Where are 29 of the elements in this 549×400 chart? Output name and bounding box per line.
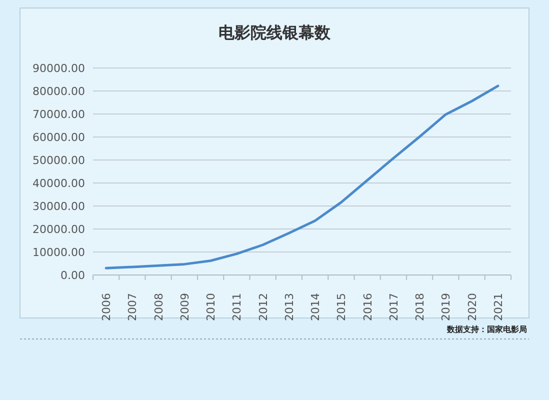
y-tick-label: 0.00 [60, 269, 85, 282]
x-tick-label: 2019 [440, 293, 453, 321]
y-tick-label: 40000.00 [32, 177, 85, 190]
y-tick-label: 80000.00 [32, 85, 85, 98]
y-tick-label: 70000.00 [32, 108, 85, 121]
x-tick-label: 2010 [204, 293, 218, 321]
x-tick-label: 2015 [335, 293, 348, 321]
y-tick-label: 60000.00 [32, 131, 85, 144]
chart-title: 电影院线银幕数 [218, 23, 332, 42]
x-tick-label: 2016 [361, 293, 374, 321]
x-tick-label: 2017 [387, 293, 400, 321]
x-tick-label: 2009 [178, 293, 192, 321]
x-tick-label: 2014 [309, 293, 322, 321]
text: 数据支持：国家电影局 [446, 324, 527, 334]
x-tick-label: 2013 [282, 293, 296, 321]
line-series [104, 84, 500, 270]
x-tick-label: 2021 [492, 293, 505, 321]
y-tick-label: 10000.00 [32, 246, 85, 259]
x-tick-label: 2018 [414, 293, 427, 321]
y-tick-label: 50000.00 [32, 154, 85, 167]
x-tick-label: 2006 [100, 293, 114, 321]
y-tick-label: 30000.00 [32, 200, 85, 213]
x-tick-label: 2007 [126, 293, 140, 321]
x-tick-label: 2008 [152, 293, 166, 321]
x-tick-label: 2020 [466, 293, 479, 321]
y-tick-label: 20000.00 [32, 223, 85, 236]
x-tick-label: 2011 [230, 293, 244, 321]
y-tick-label: 90000.00 [32, 62, 85, 75]
x-tick-label: 2012 [256, 293, 270, 321]
